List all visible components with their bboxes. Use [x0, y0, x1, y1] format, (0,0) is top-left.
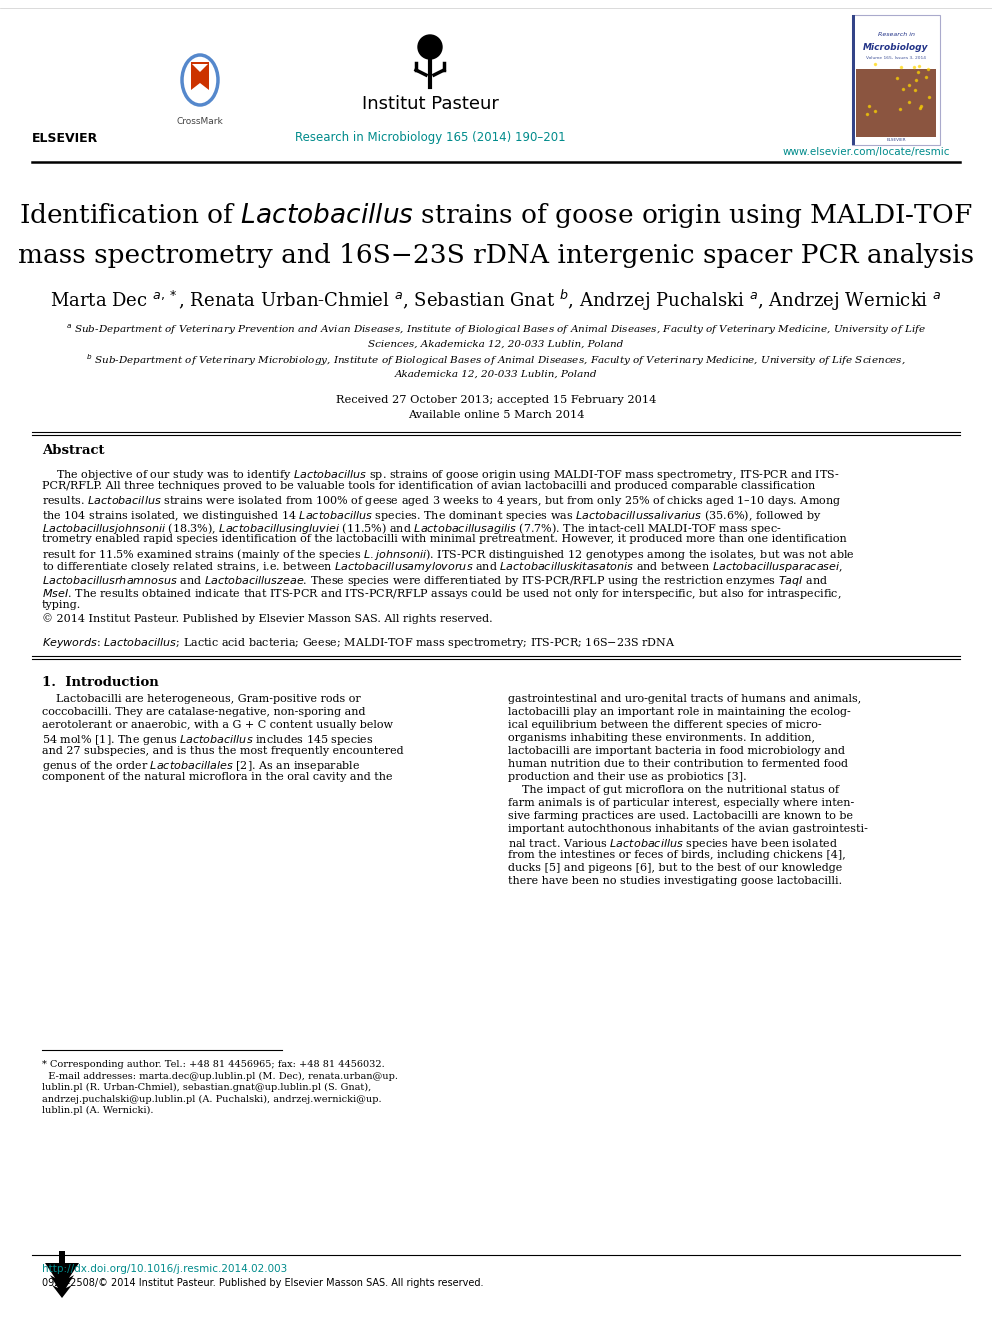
Text: http://dx.doi.org/10.1016/j.resmic.2014.02.003: http://dx.doi.org/10.1016/j.resmic.2014.… [42, 1263, 288, 1274]
Text: $^{a}$ Sub-Department of Veterinary Prevention and Avian Diseases, Institute of : $^{a}$ Sub-Department of Veterinary Prev… [66, 323, 926, 337]
Circle shape [418, 34, 442, 60]
Text: The objective of our study was to identify $\it{Lactobacillus}$ sp. strains of g: The objective of our study was to identi… [42, 468, 839, 482]
Text: Received 27 October 2013; accepted 15 February 2014: Received 27 October 2013; accepted 15 Fe… [336, 396, 656, 405]
Polygon shape [45, 1263, 79, 1298]
Text: typing.: typing. [42, 601, 81, 610]
Text: gastrointestinal and uro-genital tracts of humans and animals,: gastrointestinal and uro-genital tracts … [508, 695, 861, 704]
Text: ELSEVIER: ELSEVIER [886, 138, 906, 142]
Text: $^{b}$ Sub-Department of Veterinary Microbiology, Institute of Biological Bases : $^{b}$ Sub-Department of Veterinary Micr… [86, 352, 906, 368]
Bar [854, 98, 938, 143]
Text: farm animals is of particular interest, especially where inten-: farm animals is of particular interest, … [508, 798, 854, 808]
Text: 1.  Introduction: 1. Introduction [42, 676, 159, 689]
Text: E-mail addresses: marta.dec@up.lublin.pl (M. Dec), renata.urban@up.: E-mail addresses: marta.dec@up.lublin.pl… [42, 1072, 398, 1081]
Text: Akademicka 12, 20-033 Lublin, Poland: Akademicka 12, 20-033 Lublin, Poland [395, 369, 597, 378]
Text: $\it{Lactobacillus johnsonii}$ (18.3%), $\it{Lactobacillus ingluviei}$ (11.5%) a: $\it{Lactobacillus johnsonii}$ (18.3%), … [42, 521, 782, 536]
Text: production and their use as probiotics [3].: production and their use as probiotics [… [508, 773, 747, 782]
Text: result for 11.5% examined strains (mainly of the species $\it{L. johnsonii}$). I: result for 11.5% examined strains (mainl… [42, 548, 855, 562]
Text: results. $\it{Lactobacillus}$ strains were isolated from 100% of geese aged 3 we: results. $\it{Lactobacillus}$ strains we… [42, 495, 841, 508]
Text: mass spectrometry and 16S−23S rDNA intergenic spacer PCR analysis: mass spectrometry and 16S−23S rDNA inter… [18, 243, 974, 269]
Bar [852, 15, 940, 146]
Text: $\it{MseI}$. The results obtained indicate that ITS-PCR and ITS-PCR/RFLP assays : $\it{MseI}$. The results obtained indica… [42, 587, 841, 601]
Polygon shape [191, 62, 209, 90]
Text: lublin.pl (A. Wernicki).: lublin.pl (A. Wernicki). [42, 1106, 154, 1115]
Text: Institut Pasteur: Institut Pasteur [361, 95, 498, 112]
Text: andrzej.puchalski@up.lublin.pl (A. Puchalski), andrzej.wernicki@up.: andrzej.puchalski@up.lublin.pl (A. Pucha… [42, 1094, 382, 1103]
Text: from the intestines or feces of birds, including chickens [4],: from the intestines or feces of birds, i… [508, 851, 846, 860]
Text: Research in: Research in [878, 33, 915, 37]
Text: there have been no studies investigating goose lactobacilli.: there have been no studies investigating… [508, 876, 842, 886]
Text: www.elsevier.com/locate/resmic: www.elsevier.com/locate/resmic [783, 147, 950, 157]
Text: sive farming practices are used. Lactobacilli are known to be: sive farming practices are used. Lactoba… [508, 811, 853, 822]
Text: and 27 subspecies, and is thus the most frequently encountered: and 27 subspecies, and is thus the most … [42, 746, 404, 757]
Text: lactobacilli are important bacteria in food microbiology and: lactobacilli are important bacteria in f… [508, 746, 845, 757]
Text: Volume 165, Issues 3, 2014: Volume 165, Issues 3, 2014 [866, 56, 926, 60]
Text: nal tract. Various $\it{Lactobacillus}$ species have been isolated: nal tract. Various $\it{Lactobacillus}$ … [508, 837, 838, 852]
Text: CrossMark: CrossMark [177, 118, 223, 127]
Text: The impact of gut microflora on the nutritional status of: The impact of gut microflora on the nutr… [508, 786, 839, 795]
Text: 0923-2508/© 2014 Institut Pasteur. Published by Elsevier Masson SAS. All rights : 0923-2508/© 2014 Institut Pasteur. Publi… [42, 1278, 483, 1289]
Text: coccobacilli. They are catalase-negative, non-sporing and: coccobacilli. They are catalase-negative… [42, 708, 365, 717]
Text: Sciences, Akademicka 12, 20-033 Lublin, Poland: Sciences, Akademicka 12, 20-033 Lublin, … [368, 340, 624, 348]
Text: ical equilibrium between the different species of micro-: ical equilibrium between the different s… [508, 721, 821, 730]
Text: aerotolerant or anaerobic, with a G + C content usually below: aerotolerant or anaerobic, with a G + C … [42, 721, 393, 730]
Text: lactobacilli play an important role in maintaining the ecolog-: lactobacilli play an important role in m… [508, 708, 851, 717]
Text: human nutrition due to their contribution to fermented food: human nutrition due to their contributio… [508, 759, 848, 770]
Text: $\it{Keywords}$: $\it{Lactobacillus}$; Lactic acid bacteria; Geese; MALDI-TOF ma: $\it{Keywords}$: $\it{Lactobacillus}$; L… [42, 636, 676, 651]
Text: 54 mol% [1]. The genus $\it{Lactobacillus}$ includes 145 species: 54 mol% [1]. The genus $\it{Lactobacillu… [42, 733, 374, 747]
Text: Microbiology: Microbiology [863, 42, 929, 52]
Text: Available online 5 March 2014: Available online 5 March 2014 [408, 410, 584, 419]
Bar [59, 1252, 65, 1263]
Text: Lactobacilli are heterogeneous, Gram-positive rods or: Lactobacilli are heterogeneous, Gram-pos… [42, 695, 361, 704]
Text: organisms inhabiting these environments. In addition,: organisms inhabiting these environments.… [508, 733, 815, 744]
Text: important autochthonous inhabitants of the avian gastrointesti-: important autochthonous inhabitants of t… [508, 824, 868, 835]
Text: ELSEVIER: ELSEVIER [32, 131, 98, 144]
Text: to differentiate closely related strains, i.e. between $\it{Lactobacillus amylov: to differentiate closely related strains… [42, 561, 843, 574]
Polygon shape [192, 64, 208, 71]
Text: ducks [5] and pigeons [6], but to the best of our knowledge: ducks [5] and pigeons [6], but to the be… [508, 864, 842, 873]
Text: the 104 strains isolated, we distinguished 14 $\it{Lactobacillus}$ species. The : the 104 strains isolated, we distinguish… [42, 508, 822, 523]
Bar [852, 15, 855, 146]
Bar [856, 69, 936, 138]
Text: PCR/RFLP. All three techniques proved to be valuable tools for identification of: PCR/RFLP. All three techniques proved to… [42, 482, 815, 491]
Text: component of the natural microflora in the oral cavity and the: component of the natural microflora in t… [42, 773, 393, 782]
Text: $\it{Lactobacillus rhamnosus}$ and $\it{Lactobacillus zeae}$. These species were: $\it{Lactobacillus rhamnosus}$ and $\it{… [42, 574, 828, 587]
Text: genus of the order $\it{Lactobacillales}$ [2]. As an inseparable: genus of the order $\it{Lactobacillales}… [42, 759, 360, 774]
Text: Research in Microbiology 165 (2014) 190–201: Research in Microbiology 165 (2014) 190–… [295, 131, 565, 144]
Text: Abstract: Abstract [42, 443, 104, 456]
Text: * Corresponding author. Tel.: +48 81 4456965; fax: +48 81 4456032.: * Corresponding author. Tel.: +48 81 445… [42, 1060, 385, 1069]
Text: Identification of $\it{Lactobacillus}$ strains of goose origin using MALDI-TOF: Identification of $\it{Lactobacillus}$ s… [19, 201, 973, 229]
Text: © 2014 Institut Pasteur. Published by Elsevier Masson SAS. All rights reserved.: © 2014 Institut Pasteur. Published by El… [42, 613, 493, 624]
Text: Marta Dec $^{a,*}$, Renata Urban-Chmiel $^{a}$, Sebastian Gnat $^{b}$, Andrzej P: Marta Dec $^{a,*}$, Renata Urban-Chmiel … [51, 287, 941, 312]
Text: lublin.pl (R. Urban-Chmiel), sebastian.gnat@up.lublin.pl (S. Gnat),: lublin.pl (R. Urban-Chmiel), sebastian.g… [42, 1084, 371, 1091]
Text: trometry enabled rapid species identification of the lactobacilli with minimal p: trometry enabled rapid species identific… [42, 534, 847, 544]
